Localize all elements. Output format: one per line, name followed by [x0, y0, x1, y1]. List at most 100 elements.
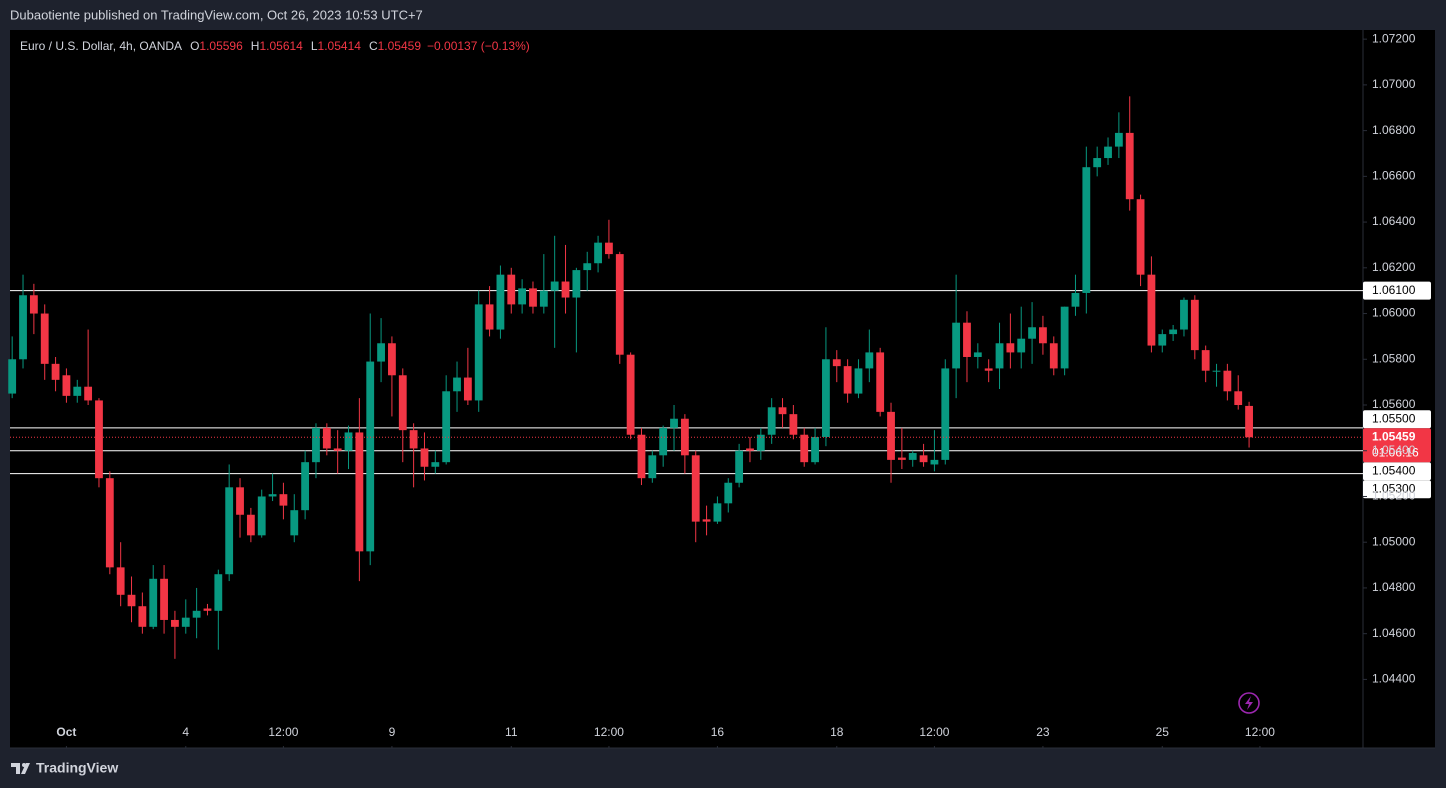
- candle-body: [529, 288, 537, 307]
- candle-body: [1114, 132, 1123, 147]
- candle-body: [539, 290, 548, 307]
- candle-body: [995, 343, 1004, 369]
- candle-body: [897, 457, 906, 460]
- candle-body: [887, 411, 895, 460]
- x-tick-label: 11: [505, 725, 518, 739]
- candle-body: [876, 352, 885, 412]
- candle-body: [214, 574, 223, 611]
- ohlc-key: H: [251, 39, 260, 53]
- x-tick-label: 23: [1036, 725, 1050, 739]
- candle-body: [453, 377, 461, 392]
- candle-body: [322, 427, 331, 449]
- candle-body: [702, 519, 711, 522]
- candle-body: [713, 503, 722, 522]
- candle-body: [301, 462, 310, 511]
- y-tick-label: 1.05400: [1372, 443, 1416, 457]
- current-price-box: [1363, 428, 1431, 463]
- current-price-label: 1.05459: [1372, 429, 1416, 443]
- candle-body: [51, 363, 60, 380]
- candle-body: [73, 386, 82, 396]
- countdown-label: 01:06:16: [1372, 445, 1419, 459]
- level-label-box: [1363, 462, 1431, 481]
- candle-body: [724, 482, 733, 504]
- candle-body: [1071, 292, 1080, 307]
- candle-body: [138, 606, 147, 627]
- candle-body: [756, 434, 765, 451]
- y-tick-label: 1.07000: [1372, 77, 1416, 91]
- candle-body: [1082, 167, 1091, 293]
- candle-body: [1223, 370, 1232, 392]
- candle-body: [463, 377, 472, 401]
- candle-body: [225, 487, 234, 575]
- candle-body: [811, 437, 819, 463]
- candle-body: [670, 418, 678, 428]
- y-tick-label: 1.04600: [1372, 626, 1416, 640]
- y-tick-label: 1.06400: [1372, 214, 1416, 228]
- candle-body: [84, 386, 93, 401]
- candle-body: [843, 366, 852, 394]
- legend: Euro / U.S. Dollar, 4h, OANDA O1.05596 H1.…: [20, 39, 530, 53]
- candle-body: [95, 400, 103, 479]
- candle-body: [290, 510, 299, 536]
- candle-body: [1169, 329, 1178, 335]
- candle-body: [127, 594, 136, 607]
- x-tick-label: 18: [830, 725, 844, 739]
- level-label-box: [1363, 480, 1431, 499]
- candle-body: [171, 619, 179, 627]
- candle-body: [626, 354, 635, 435]
- candle-body: [40, 313, 49, 364]
- overlay: 1.06100 1.05500 1.05400 1.05300 1.05459 01:06…: [1363, 281, 1431, 499]
- candle-body: [637, 434, 646, 479]
- ohlc-value: 1.05414: [318, 39, 362, 53]
- candle-body: [355, 432, 364, 552]
- candle-body: [854, 368, 863, 394]
- change-value: −0.00137 (−0.13%): [427, 39, 530, 53]
- candle-body: [474, 304, 483, 401]
- y-tick-label: 1.05600: [1372, 397, 1416, 411]
- candle-body: [1201, 350, 1210, 371]
- candle-body: [116, 567, 125, 595]
- candle-body: [735, 450, 744, 483]
- candle-body: [691, 455, 700, 522]
- candle-body: [257, 496, 266, 536]
- candle-body: [518, 288, 527, 305]
- candle-body: [680, 418, 689, 456]
- candle-body: [919, 455, 928, 463]
- candle-body: [388, 343, 396, 376]
- ohlc-key: C: [369, 39, 378, 53]
- x-tick-label: 12:00: [594, 725, 624, 739]
- level-label-box: [1363, 410, 1431, 429]
- ohlc-key: L: [311, 39, 318, 53]
- footer-logo: TradingView: [11, 760, 118, 776]
- candle-body: [865, 352, 874, 369]
- candle-body: [431, 462, 440, 467]
- x-tick-label: Oct: [56, 725, 76, 739]
- candle-body: [268, 494, 277, 497]
- candle-body: [1190, 299, 1199, 351]
- candle-body: [442, 391, 451, 463]
- candle-body: [648, 455, 657, 479]
- candle-body: [29, 295, 38, 314]
- candle-body: [409, 430, 418, 449]
- candle-body: [615, 254, 624, 355]
- level-label: 1.05400: [1372, 463, 1416, 477]
- candle-body: [1006, 343, 1015, 353]
- candle-body: [561, 281, 570, 298]
- y-tick-label: 1.04800: [1372, 580, 1416, 594]
- candle-body: [398, 375, 407, 431]
- candle-body: [550, 281, 559, 291]
- candle-body: [908, 453, 917, 460]
- replay-icon[interactable]: [1238, 692, 1260, 714]
- candle-body: [605, 242, 613, 255]
- candle-body: [952, 322, 961, 369]
- x-tick-label: 9: [389, 725, 396, 739]
- candle-body: [279, 494, 288, 506]
- candle-body: [8, 359, 17, 394]
- candle-body: [1049, 343, 1058, 369]
- candle-body: [236, 487, 244, 515]
- x-tick-label: 12:00: [1245, 725, 1275, 739]
- ohlc-value: 1.05614: [259, 39, 303, 53]
- y-tick-label: 1.05200: [1372, 489, 1416, 503]
- y-tick-label: 1.06800: [1372, 123, 1416, 137]
